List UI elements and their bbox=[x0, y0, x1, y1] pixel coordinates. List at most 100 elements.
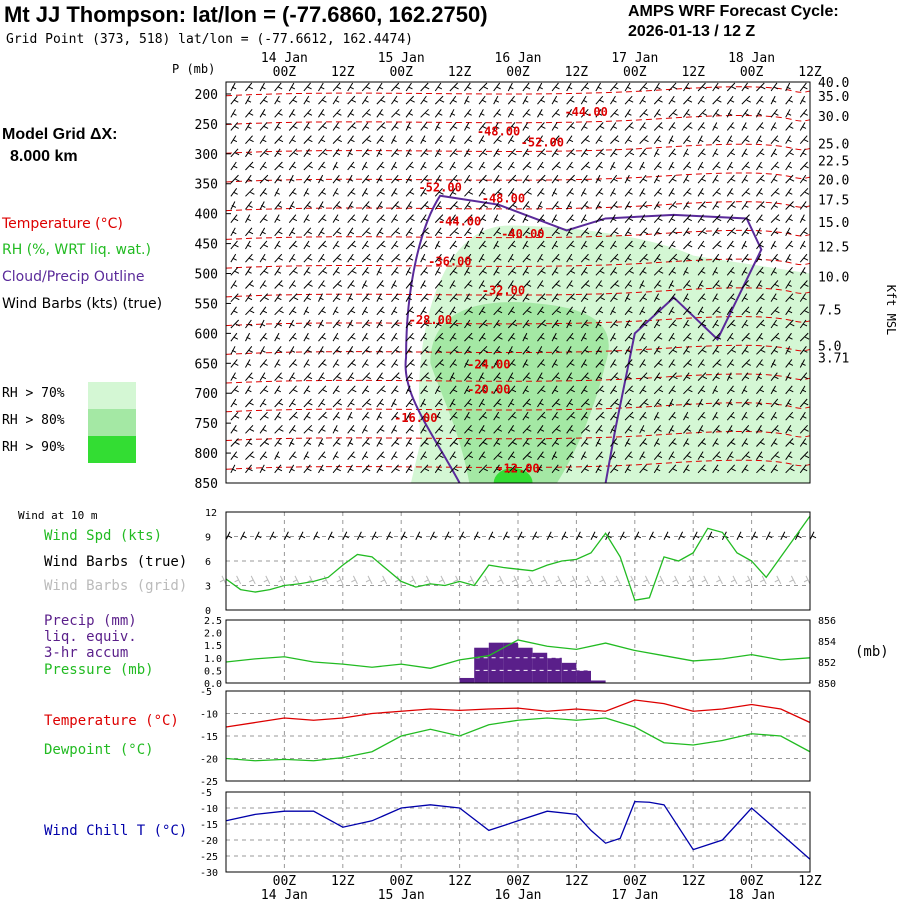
wind-barb-grid bbox=[759, 575, 767, 585]
wind-barb bbox=[653, 240, 663, 250]
wind-barb bbox=[756, 82, 766, 92]
wind-barb bbox=[449, 253, 456, 263]
wind-barb bbox=[610, 174, 618, 184]
wind-barb bbox=[230, 280, 238, 289]
wind-barb bbox=[756, 109, 762, 118]
wind-barb bbox=[318, 319, 325, 329]
wind-barb bbox=[566, 201, 573, 210]
wind-barb bbox=[697, 359, 705, 368]
wind-barb bbox=[537, 109, 544, 118]
wind-barb bbox=[756, 464, 766, 474]
wind-barb bbox=[770, 227, 779, 237]
wind-barb bbox=[507, 451, 516, 460]
wind-barb bbox=[259, 148, 269, 158]
wind-barb bbox=[274, 385, 281, 395]
wind-barb bbox=[405, 451, 415, 460]
wind-barb bbox=[274, 398, 284, 408]
wind-barb bbox=[507, 227, 514, 237]
wind-barb bbox=[756, 293, 765, 302]
wind-barb bbox=[507, 398, 515, 408]
wind-barb bbox=[610, 385, 618, 395]
wind-barb bbox=[318, 425, 326, 434]
wind-barb bbox=[639, 293, 648, 302]
wind-barb bbox=[770, 451, 780, 460]
wind-barb bbox=[230, 240, 239, 250]
pressure-tick-label: 500 bbox=[195, 268, 218, 283]
wind-barb bbox=[770, 253, 779, 263]
wind-barb bbox=[756, 451, 764, 460]
wind-barb bbox=[434, 438, 442, 447]
wind-barb bbox=[770, 332, 780, 342]
wind-barb bbox=[551, 372, 561, 381]
wind-barb bbox=[420, 385, 428, 395]
wind-barb bbox=[507, 240, 516, 250]
temperature-contour bbox=[226, 258, 810, 269]
wind-barb bbox=[639, 82, 648, 92]
wind-barb bbox=[288, 95, 298, 105]
wind-barb bbox=[712, 267, 719, 276]
wind-barb bbox=[449, 451, 457, 460]
wind-barb bbox=[347, 122, 357, 131]
forecast-cycle-value: 2026-01-13 / 12 Z bbox=[628, 23, 756, 40]
wind-barb bbox=[303, 253, 313, 263]
wind-barb bbox=[639, 214, 646, 223]
wind-barb bbox=[478, 174, 488, 184]
bottom-date-label: 18 Jan bbox=[728, 888, 775, 900]
wind-barb bbox=[230, 174, 240, 184]
wind-barb bbox=[332, 253, 342, 263]
legend-rh70-label: RH > 70% bbox=[2, 386, 65, 401]
wind-barb bbox=[639, 425, 646, 434]
wind-barb bbox=[303, 82, 312, 92]
legend-cloud: Cloud/Precip Outline bbox=[2, 269, 145, 285]
wind-barb bbox=[799, 122, 807, 131]
wind-barb bbox=[493, 332, 503, 342]
wind-barb bbox=[464, 293, 471, 302]
wind-barb bbox=[230, 425, 238, 434]
wind-barb bbox=[610, 161, 616, 171]
wind-barb bbox=[566, 425, 574, 434]
wind-barb bbox=[580, 240, 588, 250]
bottom-date-label: 17 Jan bbox=[611, 888, 658, 900]
precip-panel-frame bbox=[225, 619, 811, 684]
wind-barb bbox=[391, 372, 401, 382]
bottom-hour-label: 12Z bbox=[331, 874, 355, 889]
wind-barb-grid bbox=[234, 575, 242, 585]
wind-barb bbox=[361, 372, 371, 381]
wind-barb bbox=[610, 135, 620, 144]
wind-barb bbox=[610, 82, 619, 92]
wind-barb bbox=[653, 174, 660, 184]
wind-barb bbox=[245, 280, 254, 289]
wind-barb bbox=[376, 109, 384, 118]
wind-barb bbox=[420, 438, 429, 447]
wind-barb bbox=[420, 451, 427, 460]
wind-barb bbox=[726, 359, 735, 368]
wind-barb bbox=[405, 174, 413, 184]
wind-barb bbox=[449, 227, 459, 237]
wind-barb bbox=[653, 293, 660, 302]
wind-barb bbox=[332, 425, 339, 434]
wind-barb bbox=[551, 188, 558, 197]
wind-barb bbox=[361, 253, 372, 263]
wind-barb bbox=[493, 359, 500, 368]
wind-barb bbox=[580, 280, 591, 289]
wind-barb bbox=[785, 411, 794, 421]
pressure-tick-label: 850 bbox=[195, 477, 218, 492]
wind-barb bbox=[756, 135, 763, 144]
wind-barb bbox=[493, 411, 500, 421]
wind-barb bbox=[580, 398, 590, 408]
wind-barb bbox=[551, 293, 559, 302]
wind-barb bbox=[332, 306, 339, 316]
wind-barb bbox=[376, 372, 384, 381]
wind-barb bbox=[420, 174, 429, 184]
wind-barb bbox=[522, 108, 531, 118]
top-date-label: 15 Jan bbox=[378, 51, 425, 66]
wind-barb bbox=[361, 82, 371, 92]
wind-barb bbox=[376, 438, 383, 447]
top-hour-label: 00Z bbox=[506, 65, 530, 80]
wind-barb bbox=[288, 161, 297, 171]
wind-barb bbox=[756, 319, 766, 329]
wind-barb bbox=[566, 411, 576, 421]
wind-barb bbox=[245, 293, 253, 302]
temp-ytick-label: -5 bbox=[200, 687, 212, 698]
wind-barb bbox=[551, 253, 561, 263]
